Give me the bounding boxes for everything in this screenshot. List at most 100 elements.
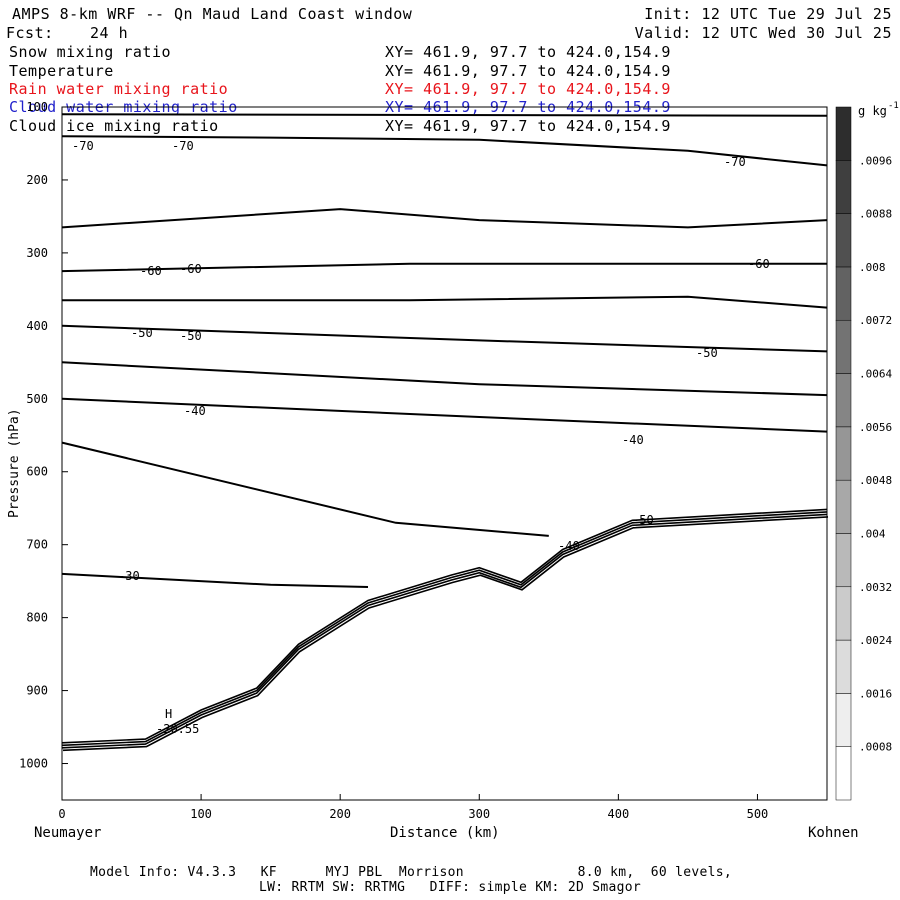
- colorbar-tick-label: .008: [859, 261, 886, 274]
- field-name: Rain water mixing ratio: [9, 80, 229, 98]
- isotherm-label: -70: [172, 139, 194, 153]
- x-axis-label: Distance (km): [390, 825, 500, 841]
- colorbar-tick-label: .0024: [859, 634, 892, 647]
- colorbar-swatch: [835, 213, 852, 268]
- colorbar-tick-label: .0088: [859, 208, 892, 221]
- init-time: Init: 12 UTC Tue 29 Jul 25: [644, 5, 892, 23]
- forecast-hour: 24 h: [90, 24, 129, 42]
- terrain-line: [61, 513, 828, 749]
- terrain-line: [61, 508, 828, 744]
- y-tick-label: 900: [26, 684, 48, 698]
- field-xy: XY= 461.9, 97.7 to 424.0,154.9: [385, 43, 671, 61]
- y-tick-label: 700: [26, 538, 48, 552]
- isotherm-line: [61, 572, 369, 588]
- colorbar-tick-label: .0064: [859, 368, 892, 381]
- x-axis: 0 100 200 300 400 500: [58, 794, 768, 821]
- colorbar-swatch: [835, 373, 852, 428]
- colorbar-swatch: [835, 533, 852, 588]
- colorbar-tick-label: .0072: [859, 314, 892, 327]
- colorbar-swatch: [835, 160, 852, 214]
- x-tick-label: 200: [329, 807, 351, 821]
- colorbar-tick-label: .0056: [859, 421, 892, 434]
- x-tick-label: 0: [58, 807, 65, 821]
- colorbar-swatch: [835, 266, 852, 321]
- field-name: Snow mixing ratio: [9, 43, 172, 61]
- field-name: Temperature: [9, 62, 114, 80]
- x-end-label: Kohnen: [808, 825, 859, 841]
- isotherm-line: [61, 208, 828, 229]
- isotherm-line: [61, 441, 549, 537]
- terrain-line: [61, 511, 828, 747]
- high-marker: H: [165, 707, 172, 721]
- isotherm-label: -60: [140, 264, 162, 278]
- field-xy: XY= 461.9, 97.7 to 424.0,154.9: [385, 117, 671, 135]
- colorbar-unit: g kg: [858, 104, 887, 118]
- y-axis-label: Pressure (hPa): [7, 408, 22, 518]
- footer-physics-info: LW: RRTM SW: RRTMG DIFF: simple KM: 2D S…: [259, 880, 641, 895]
- terrain-lines: [61, 508, 829, 752]
- field-xy: XY= 461.9, 97.7 to 424.0,154.9: [385, 80, 671, 98]
- x-tick-label: 500: [747, 807, 769, 821]
- colorbar-swatch: [835, 746, 852, 801]
- y-tick-label: 400: [26, 319, 48, 333]
- isotherm-line: [61, 361, 828, 397]
- colorbar-tick-label: .0048: [859, 474, 892, 487]
- isotherm-label: -30: [118, 569, 140, 583]
- y-tick-label: 100: [26, 100, 48, 114]
- isotherm-label: -50: [131, 326, 153, 340]
- isotherm-line: [61, 262, 827, 273]
- y-tick-label: 300: [26, 246, 48, 260]
- isotherm-line: [61, 113, 828, 117]
- colorbar-swatch: [835, 426, 852, 481]
- valid-time: Valid: 12 UTC Wed 30 Jul 25: [634, 24, 892, 42]
- colorbar-swatch: [835, 693, 852, 747]
- isotherm-line: [61, 397, 828, 433]
- colorbar-tick-label: .004: [859, 527, 886, 540]
- isotherm-labels: -70 -70 -70 -60 -60 -60 -50 -50 -50 -40 …: [72, 139, 770, 736]
- x-start-label: Neumayer: [34, 825, 101, 841]
- colorbar: .0008 .0016 .0024 .0032 .004 .0048 .0056 .0064.…: [835, 106, 892, 801]
- terrain-line: [62, 516, 829, 752]
- colorbar-unit-exponent: -1: [888, 101, 899, 111]
- isotherm-line: [61, 324, 828, 353]
- x-tick-label: 400: [608, 807, 630, 821]
- isotherm-label: -60: [180, 262, 202, 276]
- y-axis: 100 200 300 400 500 600 700 800 900 1000: [19, 100, 68, 771]
- isotherm-line: [62, 295, 828, 309]
- isotherm-lines: [61, 113, 828, 588]
- x-tick-label: 100: [190, 807, 212, 821]
- footer-model-info: Model Info: V4.3.3 KF MYJ PBL Morrison 8…: [90, 865, 733, 880]
- y-tick-label: 800: [26, 611, 48, 625]
- isotherm-label: -40: [558, 539, 580, 553]
- colorbar-swatch: [835, 479, 852, 534]
- isotherm-line: [61, 135, 828, 167]
- colorbar-swatch: [835, 319, 852, 374]
- isotherm-label: -40: [184, 404, 206, 418]
- colorbar-tick-label: .0032: [859, 581, 892, 594]
- colorbar-tick-label: .0008: [859, 741, 892, 754]
- isotherm-label: -50: [696, 346, 718, 360]
- isotherm-label: -50: [180, 329, 202, 343]
- colorbar-tick-label: .0096: [859, 154, 892, 167]
- high-value: -20.55: [156, 722, 199, 736]
- isotherm-label: -70: [724, 155, 746, 169]
- x-tick-label: 300: [468, 807, 490, 821]
- field-xy: XY= 461.9, 97.7 to 424.0,154.9: [385, 62, 671, 80]
- isotherm-label: -50: [632, 513, 654, 527]
- field-name: Cloud ice mixing ratio: [9, 117, 219, 135]
- y-tick-label: 500: [26, 392, 48, 406]
- plot-frame: [61, 106, 828, 801]
- isotherm-label: -60: [748, 257, 770, 271]
- y-tick-label: 200: [26, 173, 48, 187]
- y-tick-label: 600: [26, 465, 48, 479]
- colorbar-tick-label: .0016: [859, 687, 892, 700]
- chart-title: AMPS 8-km WRF -- Qn Maud Land Coast wind…: [12, 5, 413, 23]
- colorbar-swatch: [835, 639, 852, 694]
- y-tick-label: 1000: [19, 757, 48, 771]
- colorbar-swatch: [835, 586, 852, 641]
- forecast-label: Fcst:: [6, 24, 54, 42]
- isotherm-label: -70: [72, 139, 94, 153]
- isotherm-label: -40: [622, 433, 644, 447]
- colorbar-swatch: [835, 106, 852, 161]
